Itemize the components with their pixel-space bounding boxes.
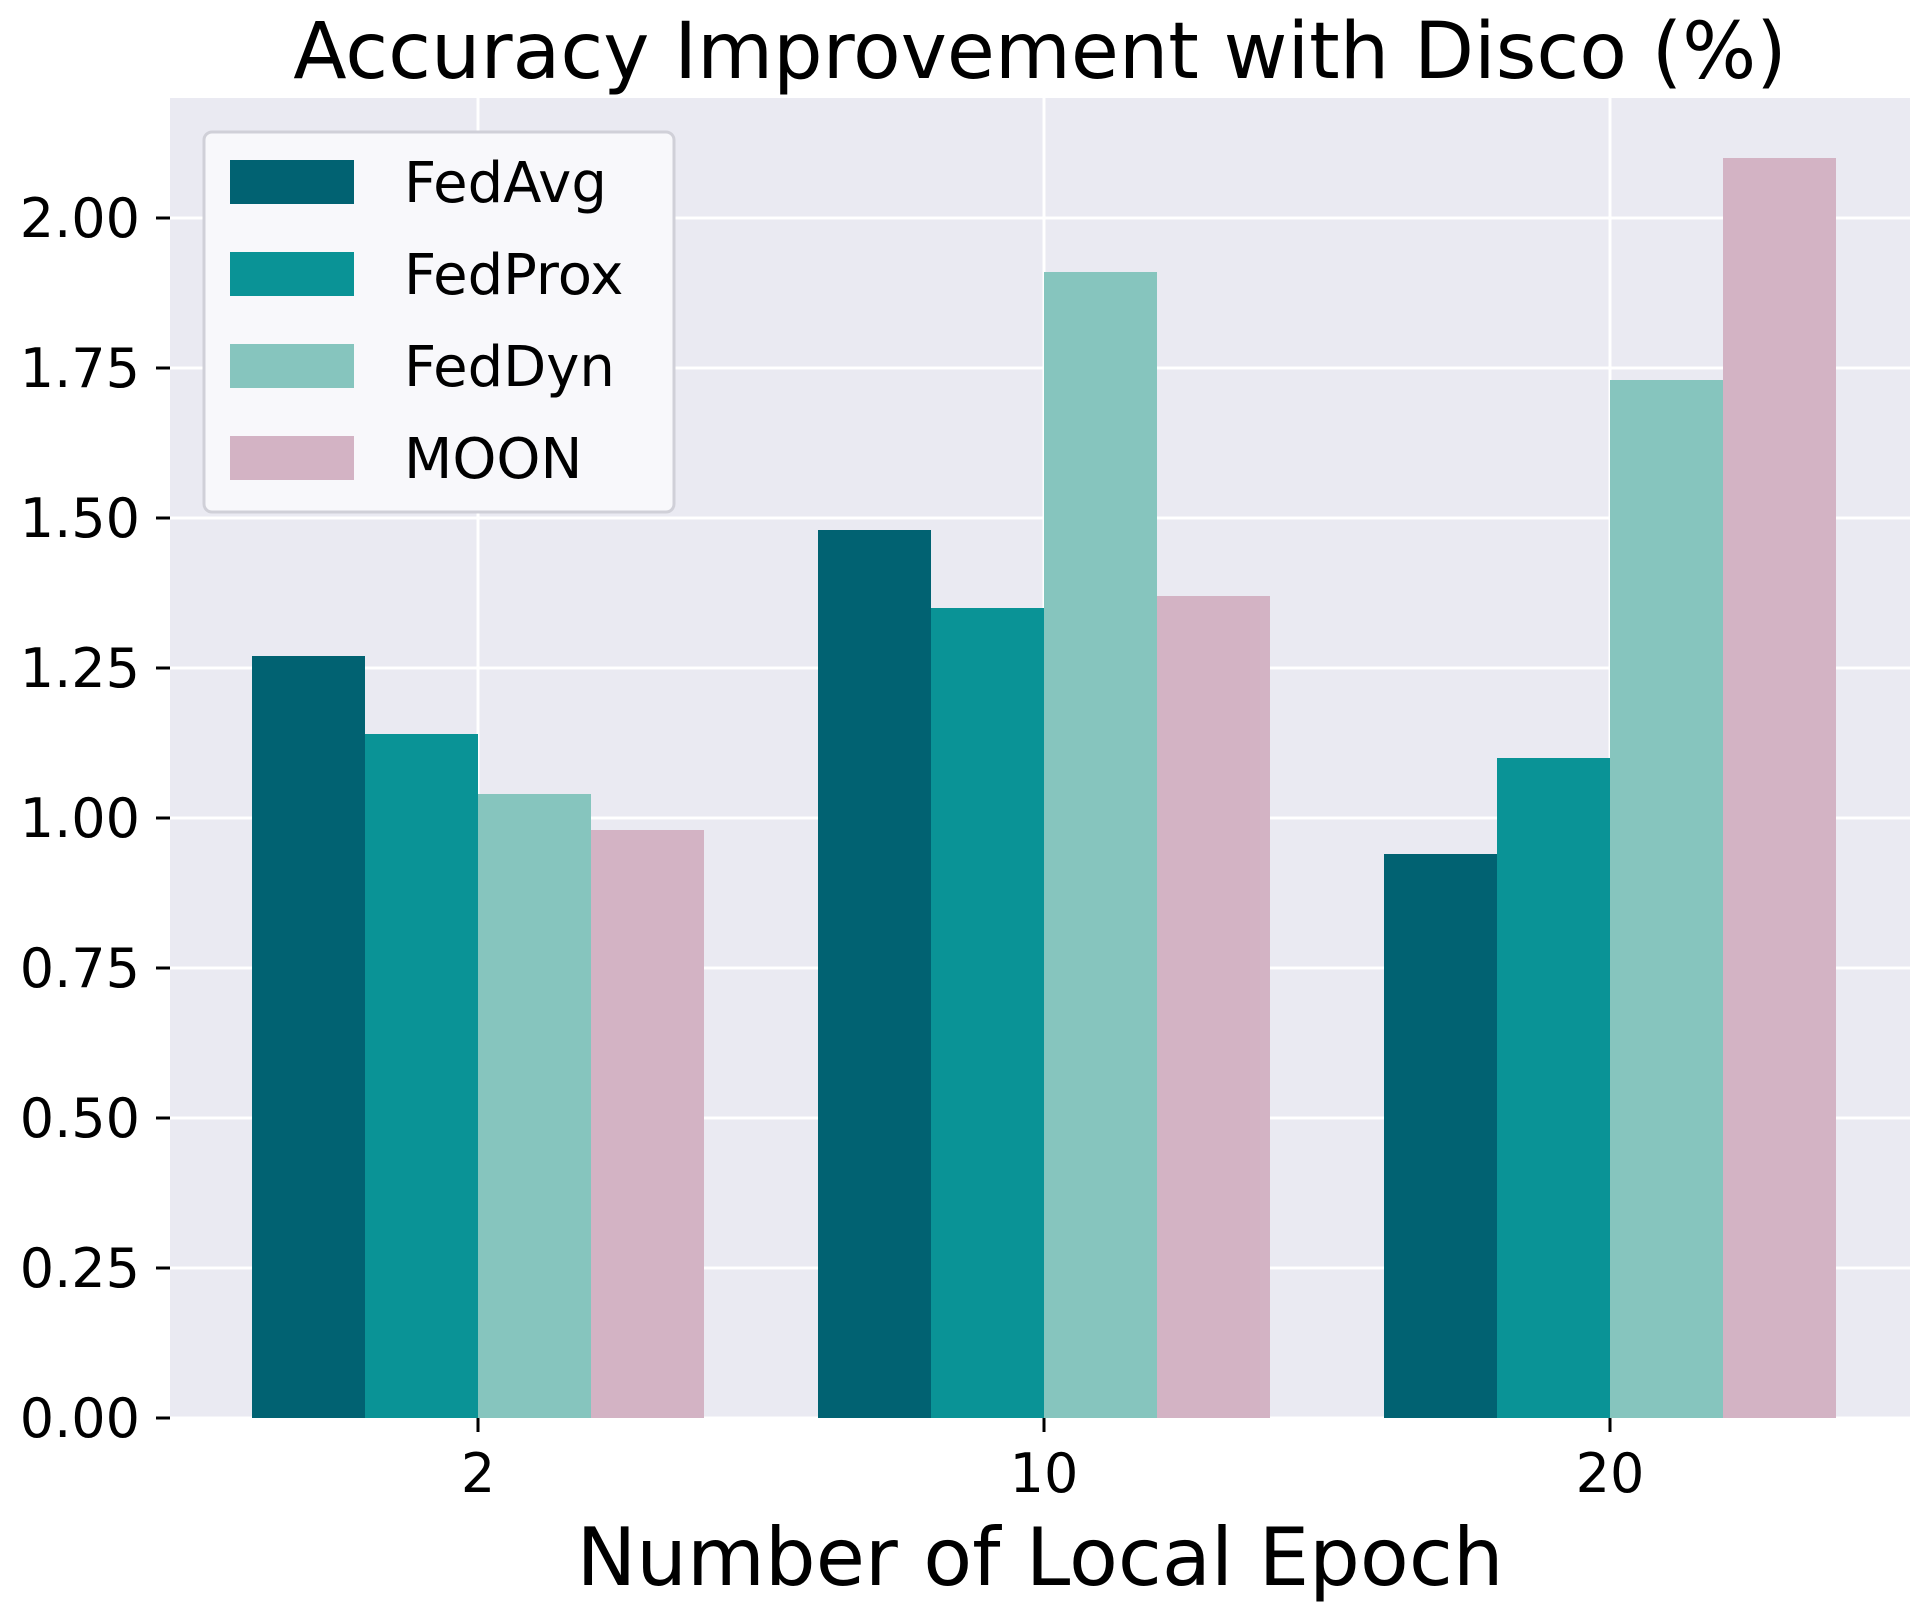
legend-label-feddyn: FedDyn bbox=[404, 335, 615, 400]
bar-fedprox-2 bbox=[365, 734, 478, 1418]
legend-box bbox=[202, 130, 676, 514]
legend-swatch-feddyn bbox=[230, 344, 354, 388]
legend-label-moon: MOON bbox=[404, 427, 582, 492]
bar-moon-10 bbox=[1157, 596, 1270, 1418]
x-axis-label: Number of Local Epoch bbox=[576, 1511, 1503, 1604]
bar-feddyn-20 bbox=[1610, 380, 1723, 1418]
bar-moon-2 bbox=[591, 830, 704, 1418]
y-tick-label: 0.75 bbox=[20, 937, 140, 1000]
y-axis: 0.00 0.25 0.50 0.75 1.00 1.25 1.50 1.75 2.00 bbox=[20, 187, 170, 1450]
x-tick-label: 20 bbox=[1576, 1442, 1645, 1505]
y-tick-label: 0.50 bbox=[20, 1087, 140, 1150]
bar-fedavg-2 bbox=[252, 656, 365, 1418]
bar-fedavg-10 bbox=[818, 530, 931, 1418]
y-tick-label: 1.50 bbox=[20, 487, 140, 550]
bar-feddyn-2 bbox=[478, 794, 591, 1418]
chart-title: Accuracy Improvement with Disco (%) bbox=[293, 7, 1786, 97]
y-tick-label: 1.00 bbox=[20, 787, 140, 850]
legend: FedAvg FedProx FedDyn MOON bbox=[202, 130, 676, 514]
legend-label-fedavg: FedAvg bbox=[404, 151, 607, 216]
y-tick-label: 2.00 bbox=[20, 187, 140, 250]
y-tick-label: 0.00 bbox=[20, 1387, 140, 1450]
y-tick-label: 1.75 bbox=[20, 337, 140, 400]
legend-label-fedprox: FedProx bbox=[404, 243, 623, 308]
bars bbox=[252, 158, 1836, 1418]
x-tick-label: 2 bbox=[461, 1442, 495, 1505]
legend-swatch-moon bbox=[230, 436, 354, 480]
bar-fedprox-20 bbox=[1497, 758, 1610, 1418]
bar-feddyn-10 bbox=[1044, 272, 1157, 1418]
y-tick-label: 0.25 bbox=[20, 1237, 140, 1300]
y-tick-label: 1.25 bbox=[20, 637, 140, 700]
legend-swatch-fedavg bbox=[230, 160, 354, 204]
x-tick-label: 10 bbox=[1010, 1442, 1079, 1505]
bar-fedprox-10 bbox=[931, 608, 1044, 1418]
bar-fedavg-20 bbox=[1384, 854, 1497, 1418]
legend-swatch-fedprox bbox=[230, 252, 354, 296]
bar-moon-20 bbox=[1723, 158, 1836, 1418]
x-axis: 2 10 20 bbox=[461, 1418, 1645, 1505]
